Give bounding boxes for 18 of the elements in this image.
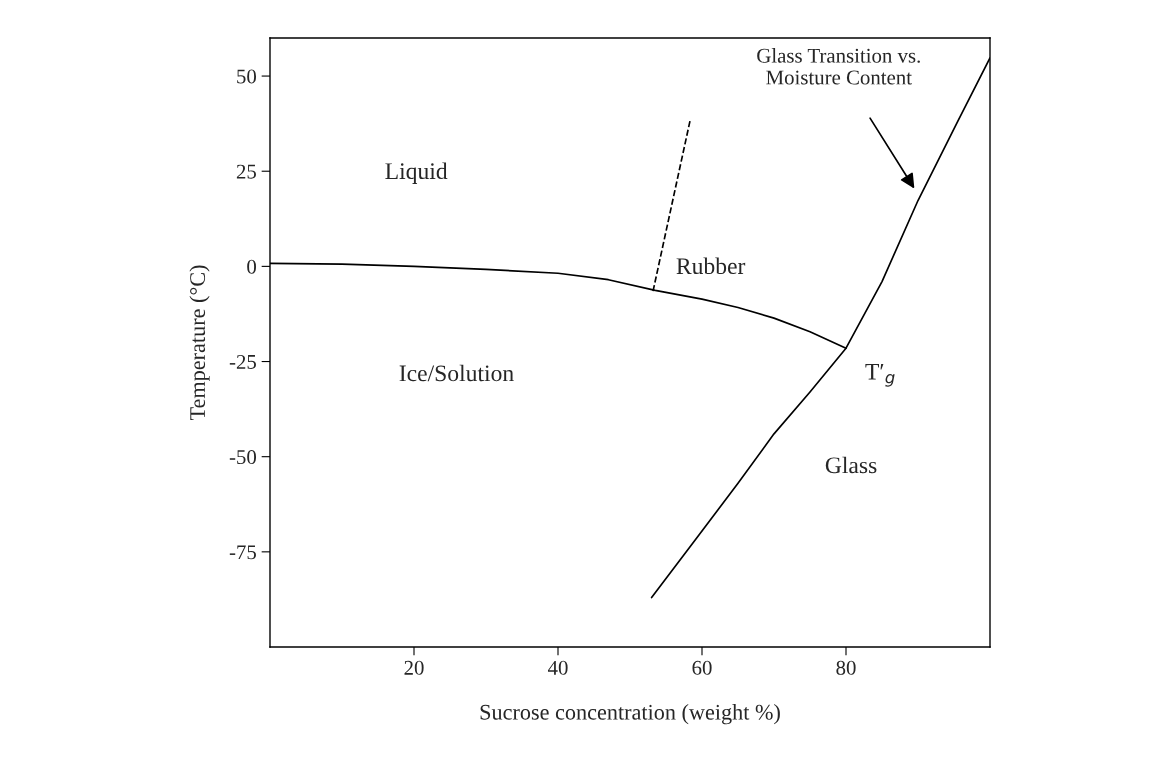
x-tick-label: 80	[836, 660, 856, 675]
annotation: T′$_{g}$	[865, 363, 895, 387]
annotation: Liquid	[385, 162, 448, 184]
y-tick-label: 25	[236, 164, 256, 179]
y-tick-label: -75	[229, 545, 256, 560]
annotation: Glass Transition vs. Moisture Content	[757, 48, 920, 85]
x-tick-label: 20	[404, 660, 424, 675]
y-tick-label: -50	[229, 450, 257, 465]
y-tick-label: 50	[237, 69, 257, 84]
y-axis-title: Temperature (°C)	[189, 265, 210, 421]
annotation: Ice/Solution	[399, 364, 514, 382]
x-tick-label: 40	[547, 660, 568, 675]
annotation: Glass	[825, 456, 877, 474]
x-tick-label: 60	[692, 660, 712, 675]
annotation: Rubber	[676, 257, 746, 275]
y-tick-label: 0	[247, 259, 257, 274]
y-tick-label: -25	[229, 354, 256, 369]
x-axis-title: Sucrose concentration (weight %)	[480, 704, 780, 725]
